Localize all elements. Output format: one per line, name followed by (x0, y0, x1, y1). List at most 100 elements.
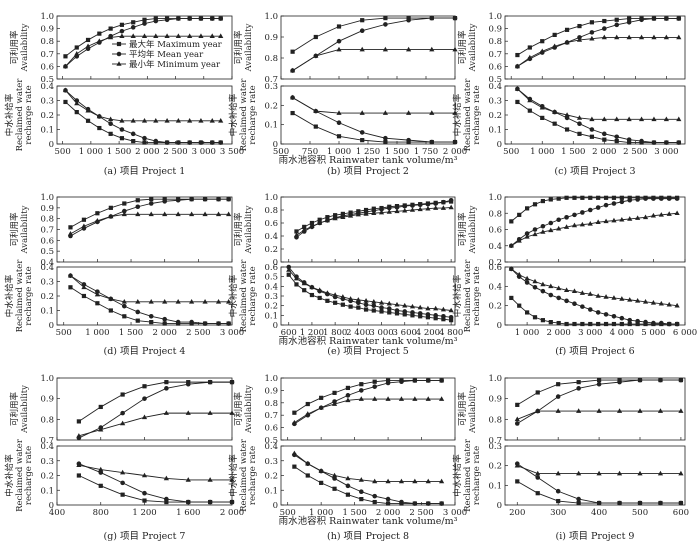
series-line (517, 88, 679, 120)
data-point (291, 450, 297, 456)
y-axis-label-cn: 中水补给率 (452, 93, 463, 136)
data-point (508, 242, 514, 248)
data-point (207, 379, 213, 385)
panel-caption: (g) 项目 Project 7 (104, 531, 186, 542)
y-tick-label: 0.3 (264, 82, 278, 92)
data-point (383, 16, 388, 21)
x-tick-label: 2 000 (376, 508, 400, 518)
data-point (642, 299, 649, 304)
availability-plot: 0.5 0.6 0.7 0.8 0.9 1.0 (264, 374, 456, 446)
data-point (614, 17, 619, 22)
series-triangle (62, 33, 224, 69)
y-tick-label: 1.0 (264, 12, 278, 22)
data-point (141, 472, 148, 478)
data-point (402, 207, 408, 213)
availability-plot: 0.7 0.8 0.9 1.0 (488, 374, 686, 446)
data-point (676, 116, 682, 122)
data-point (589, 20, 594, 25)
data-point (658, 300, 664, 306)
x-tick-label: 500 (632, 508, 648, 518)
data-point (589, 127, 595, 132)
series-circle (509, 266, 680, 327)
data-point (119, 127, 125, 132)
data-point (162, 211, 168, 217)
data-point (372, 499, 377, 505)
series-triangle (290, 46, 458, 73)
x-tick-label: 4 200 (416, 328, 440, 338)
data-point (678, 408, 684, 413)
data-point (441, 199, 446, 205)
data-point (540, 115, 545, 120)
data-point (359, 497, 364, 502)
data-point (332, 292, 338, 297)
data-point (626, 20, 632, 25)
data-point (409, 303, 416, 309)
legend-label: 平均年 Mean year (129, 49, 204, 60)
data-point (659, 196, 664, 201)
data-point (448, 314, 454, 320)
series-line (288, 274, 452, 321)
data-point (218, 33, 224, 38)
data-point (595, 219, 601, 224)
y-tick-label: 1.0 (264, 193, 278, 203)
data-point (332, 215, 338, 221)
data-point (119, 28, 125, 34)
data-point (394, 301, 400, 307)
data-point (74, 110, 79, 115)
data-point (148, 299, 154, 304)
x-tick-label: 1 500 (119, 328, 143, 338)
data-point (290, 110, 295, 116)
data-point (663, 116, 669, 122)
series-triangle (508, 266, 680, 308)
data-point (524, 234, 530, 239)
x-tick-label: 400 (49, 508, 65, 518)
data-point (164, 386, 169, 391)
data-point (394, 308, 400, 313)
data-point (535, 475, 541, 480)
y-tick-label: 0.6 (40, 236, 54, 246)
data-point (614, 139, 619, 144)
data-point (108, 131, 113, 136)
y-tick-label: 0.5 (488, 75, 502, 85)
data-point (678, 500, 684, 506)
y-tick-label: 0.9 (40, 204, 54, 214)
data-point (410, 313, 415, 318)
data-point (189, 299, 195, 304)
data-point (576, 408, 582, 413)
x-tick-label: 600 (673, 508, 689, 518)
data-point (119, 33, 125, 38)
y-tick-label: 0.2 (264, 101, 278, 111)
data-point (515, 99, 520, 105)
data-point (619, 321, 624, 327)
data-point (452, 110, 458, 115)
data-point (202, 211, 208, 217)
data-point (576, 386, 581, 391)
data-point (149, 197, 154, 202)
data-point (153, 33, 159, 38)
legend-marker (116, 51, 122, 57)
data-point (215, 211, 222, 217)
data-point (603, 294, 609, 299)
data-point (135, 198, 140, 203)
data-point (142, 140, 147, 145)
data-point (198, 140, 204, 145)
series-triangle (291, 396, 445, 425)
y-axis-label-en: Availability (244, 23, 254, 72)
data-point (676, 16, 682, 21)
data-point (218, 118, 224, 123)
data-point (441, 317, 446, 322)
data-point (412, 501, 418, 506)
x-tick-label: 1 000 (530, 147, 554, 157)
panel-caption: (f) 项目 Project 6 (555, 346, 634, 357)
data-point (85, 107, 91, 113)
data-point (379, 309, 384, 314)
data-point (602, 26, 607, 31)
y-axis-label-cn: 可利用率 (457, 212, 468, 247)
data-point (637, 500, 643, 506)
data-point (142, 384, 147, 389)
data-point (187, 140, 192, 145)
data-point (571, 288, 578, 293)
y-axis-label-cn: 中水补给率 (228, 274, 239, 317)
data-point (650, 212, 657, 218)
y-axis-label-en: Availability (20, 205, 30, 254)
